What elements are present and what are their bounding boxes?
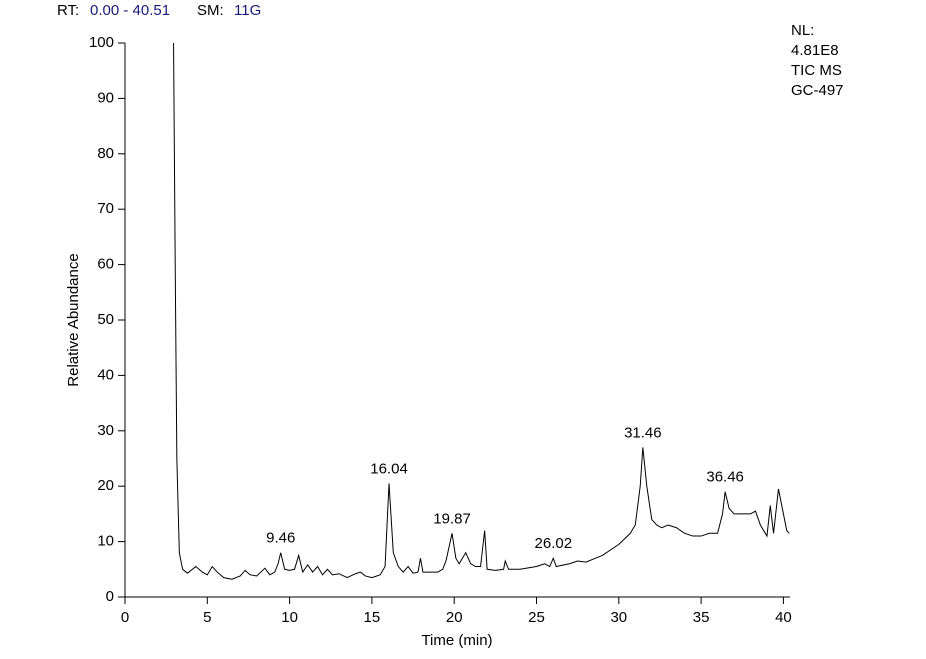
x-tick-label: 30 xyxy=(610,609,627,626)
rt-range: 0.00 - 40.51 xyxy=(90,2,170,19)
peak-label: 16.04 xyxy=(370,460,408,477)
rt-label: RT: xyxy=(57,2,79,19)
y-tick-label: 100 xyxy=(89,34,114,51)
x-tick-label: 40 xyxy=(775,609,792,626)
y-tick-label: 30 xyxy=(97,422,114,439)
sm-label: SM: xyxy=(197,2,224,19)
y-tick-label: 20 xyxy=(97,477,114,494)
sm-value: 11G xyxy=(234,2,261,19)
y-tick-label: 90 xyxy=(97,89,114,106)
y-tick-label: 10 xyxy=(97,533,114,550)
chromatogram-trace xyxy=(173,42,790,580)
info-line: NL: xyxy=(791,22,814,39)
y-tick-label: 40 xyxy=(97,366,114,383)
peak-label: 26.02 xyxy=(535,535,573,552)
info-line: 4.81E8 xyxy=(791,42,839,59)
peak-label: 36.46 xyxy=(706,469,744,486)
x-tick-label: 10 xyxy=(281,609,298,626)
y-tick-label: 60 xyxy=(97,256,114,273)
y-tick-label: 50 xyxy=(97,311,114,328)
x-tick-label: 15 xyxy=(364,609,381,626)
y-tick-label: 70 xyxy=(97,200,114,217)
y-tick-label: 0 xyxy=(106,588,114,605)
x-tick-label: 35 xyxy=(693,609,710,626)
x-tick-label: 20 xyxy=(446,609,463,626)
peak-label: 19.87 xyxy=(433,510,471,527)
x-tick-label: 25 xyxy=(528,609,545,626)
peak-label: 9.46 xyxy=(266,530,295,547)
y-axis-title: Relative Abundance xyxy=(65,253,82,386)
x-tick-label: 0 xyxy=(121,609,129,626)
peak-label: 31.46 xyxy=(624,424,662,441)
x-tick-label: 5 xyxy=(203,609,211,626)
info-line: TIC MS xyxy=(791,62,842,79)
info-line: GC-497 xyxy=(791,82,844,99)
y-tick-label: 80 xyxy=(97,145,114,162)
x-axis-title: Time (min) xyxy=(421,632,492,649)
